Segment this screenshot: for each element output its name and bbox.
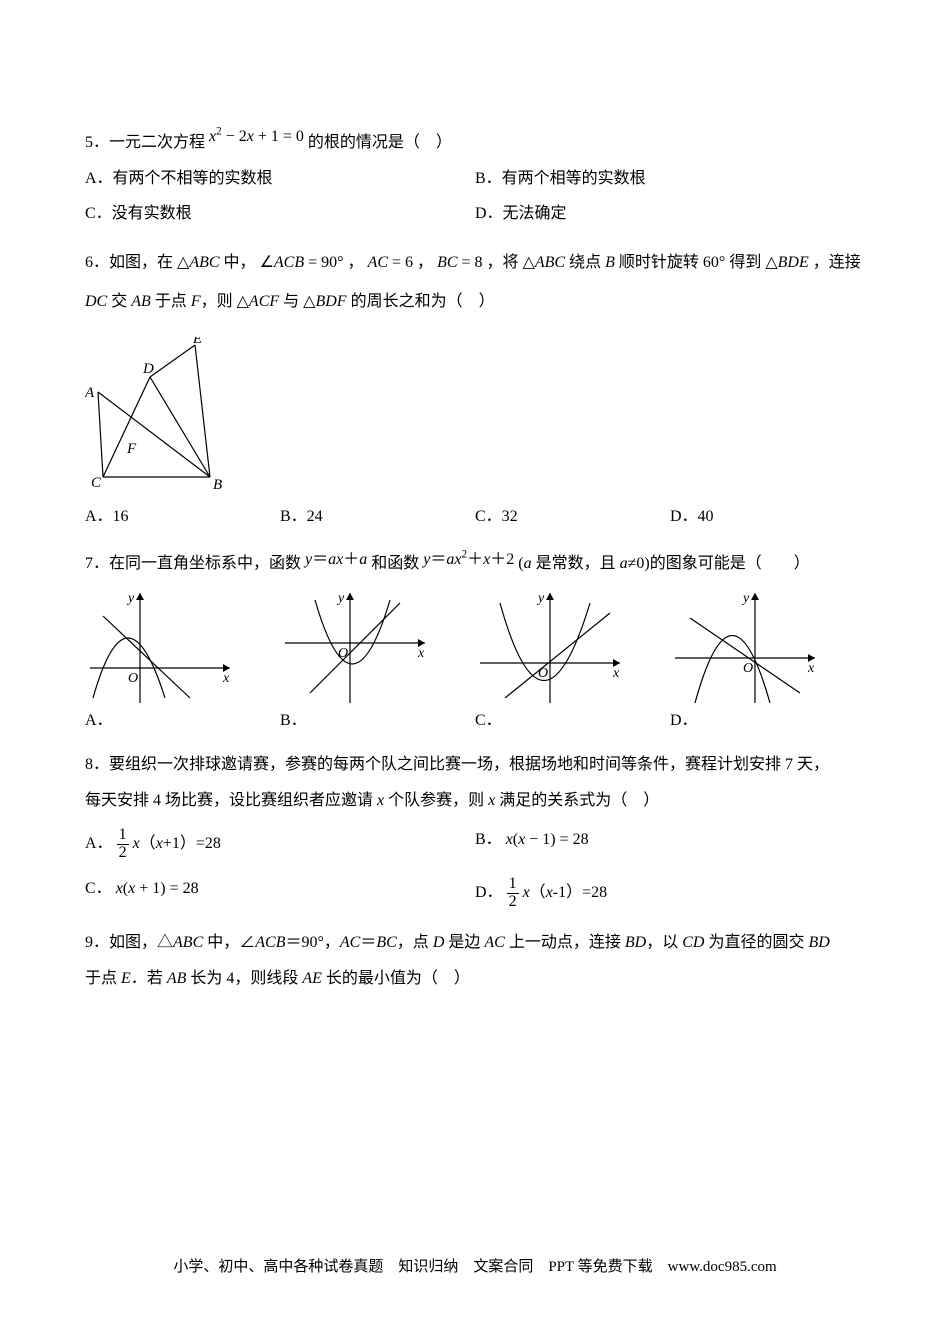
svg-text:y: y	[126, 591, 135, 606]
q8-d-pre: D．	[475, 884, 503, 901]
q6-triabc2: △ABC	[523, 254, 566, 271]
q7-mid: 和函数	[371, 555, 419, 572]
q6-opts: A．16 B．24 C．32 D．40	[85, 504, 865, 530]
q6-l2c: 的周长之和为（ ）	[351, 293, 495, 310]
q7-graph-b: x y O	[280, 588, 430, 708]
q8-a-rest: x（x+1）=28	[133, 835, 221, 852]
q6-svg: A B C D E F	[85, 337, 235, 492]
q8-d-den: 2	[507, 894, 519, 911]
q8-a-frac: 12	[117, 827, 129, 862]
svg-text:y: y	[336, 591, 345, 606]
q7-graph-d: x y O	[670, 588, 820, 708]
q7-stem: 7．在同一直角坐标系中，函数 y＝ax＋a 和函数 y＝ax2＋x＋2 (a 是…	[85, 548, 865, 580]
q8-a-num: 1	[117, 827, 129, 845]
q6-c1: ，	[348, 254, 364, 271]
q8-d-num: 1	[507, 876, 519, 894]
q6-60: 60°	[703, 254, 725, 271]
q5-opt-b: B．有两个相等的实数根	[475, 166, 865, 192]
q6-l2b: 与	[283, 293, 299, 310]
svg-text:F: F	[126, 441, 137, 457]
svg-text:y: y	[741, 591, 750, 606]
q8-row2: C． x(x + 1) = 28 D． 12 x（x-1）=28	[85, 876, 865, 911]
q7-lab-b: B．	[280, 708, 307, 734]
svg-text:O: O	[338, 646, 348, 661]
svg-text:C: C	[91, 475, 102, 491]
q8-a-den: 2	[117, 845, 129, 862]
svg-text:E: E	[192, 337, 202, 347]
q8-row1: A． 12 x（x+1）=28 B． x(x − 1) = 28	[85, 827, 865, 862]
q6-triabc: △ABC	[177, 254, 220, 271]
svg-text:x: x	[222, 671, 230, 686]
q8-x1: x	[377, 792, 384, 809]
q8-opt-d: D． 12 x（x-1）=28	[475, 876, 865, 911]
q7-suf: (a 是常数，且 a≠0)的图象可能是（ ）	[518, 555, 809, 572]
q8-x2: x	[488, 792, 495, 809]
q6-t3: ，将	[487, 254, 519, 271]
q9-l2: 于点 E．若 AB 长为 4，则线段 AE 长的最小值为（ ）	[85, 963, 865, 995]
q6-ac: AC = 6	[368, 254, 413, 271]
svg-text:O: O	[538, 666, 548, 681]
q6-bc: BC = 8	[437, 254, 482, 271]
q6-ang: ∠ACB = 90°	[260, 254, 344, 271]
q5-opt-a: A．有两个不相等的实数根	[85, 166, 475, 192]
q8-d-frac: 12	[507, 876, 519, 911]
q8-opt-c: C． x(x + 1) = 28	[85, 876, 475, 911]
q5-prefix: 5．一元二次方程	[85, 134, 205, 151]
page-footer: 小学、初中、高中各种试卷真题 知识归纳 文案合同 PPT 等免费下载 www.d…	[85, 1255, 865, 1279]
q7-lab-c: C．	[475, 708, 502, 734]
q8-l2c: 满足的关系式为（ ）	[499, 792, 659, 809]
q7-pre: 7．在同一直角坐标系中，函数	[85, 555, 301, 572]
q6-tribde: △BDE	[765, 254, 808, 271]
q7-f2: y＝ax2＋x＋2	[423, 551, 514, 568]
svg-text:x: x	[807, 661, 815, 676]
q6-t6: ，连接	[813, 254, 861, 271]
q6-triacf: △ACF	[237, 293, 280, 310]
q6-opt-d: D．40	[670, 504, 865, 530]
q7-graph-c: x y O	[475, 588, 625, 708]
svg-text:A: A	[85, 385, 95, 401]
q6-l2a: DC 交 AB 于点 F，则	[85, 293, 233, 310]
q6-t5: 得到	[729, 254, 761, 271]
q8-l2a: 每天安排 4 场比赛，设比赛组织者应邀请	[85, 792, 377, 809]
q8-l2: 每天安排 4 场比赛，设比赛组织者应邀请 x 个队参赛，则 x 满足的关系式为（…	[85, 785, 865, 817]
q6-t2: 中，	[224, 254, 256, 271]
q6-stem-l1: 6．如图，在 △ABC 中， ∠ACB = 90° ， AC = 6 ， BC …	[85, 245, 865, 280]
q6-stem-l2: DC 交 AB 于点 F，则 △ACF 与 △BDF 的周长之和为（ ）	[85, 284, 865, 319]
svg-text:D: D	[142, 361, 154, 377]
q5-opt-c: C．没有实数根	[85, 201, 475, 227]
q5-suffix: 的根的情况是（ ）	[308, 134, 452, 151]
svg-text:y: y	[536, 591, 545, 606]
q8-l2b: 个队参赛，则	[388, 792, 488, 809]
q7-lab-a: A．	[85, 708, 113, 734]
q6-opt-b: B．24	[280, 504, 475, 530]
q8-a-pre: A．	[85, 835, 113, 852]
svg-text:x: x	[612, 666, 620, 681]
q6-t1: 6．如图，在	[85, 254, 173, 271]
q8-d-rest: x（x-1）=28	[523, 884, 608, 901]
q5-row1: A．有两个不相等的实数根 B．有两个相等的实数根	[85, 166, 865, 192]
q6-t4: 绕点 B 顺时针旋转	[569, 254, 699, 271]
q7-f1: y＝ax＋a	[305, 551, 367, 568]
q6-figure: A B C D E F	[85, 337, 865, 492]
q8-opt-b: B． x(x − 1) = 28	[475, 827, 865, 862]
q8-opt-a: A． 12 x（x+1）=28	[85, 827, 475, 862]
q5-stem: 5．一元二次方程 x2 − 2x + 1 = 0 的根的情况是（ ）	[85, 130, 865, 156]
svg-text:x: x	[417, 646, 425, 661]
q6-opt-c: C．32	[475, 504, 670, 530]
q5-equation: x2 − 2x + 1 = 0	[209, 128, 304, 145]
q7-graph-a: x y O	[85, 588, 235, 708]
q7-lab-d: D．	[670, 708, 698, 734]
q6-tribdf: △BDF	[303, 293, 346, 310]
svg-text:B: B	[213, 477, 222, 492]
q9-l1: 9．如图，△ABC 中，∠ACB＝90°，AC＝BC，点 D 是边 AC 上一动…	[85, 927, 865, 959]
q6-opt-a: A．16	[85, 504, 280, 530]
svg-text:O: O	[128, 671, 138, 686]
q7-graphs: x y O A． x y O B． x y O C． x y O D．	[85, 588, 865, 734]
svg-text:O: O	[743, 661, 753, 676]
q8-l1: 8．要组织一次排球邀请赛，参赛的每两个队之间比赛一场，根据场地和时间等条件，赛程…	[85, 749, 865, 781]
q6-c2: ，	[417, 254, 433, 271]
q5-opt-d: D．无法确定	[475, 201, 865, 227]
q5-row2: C．没有实数根 D．无法确定	[85, 201, 865, 227]
